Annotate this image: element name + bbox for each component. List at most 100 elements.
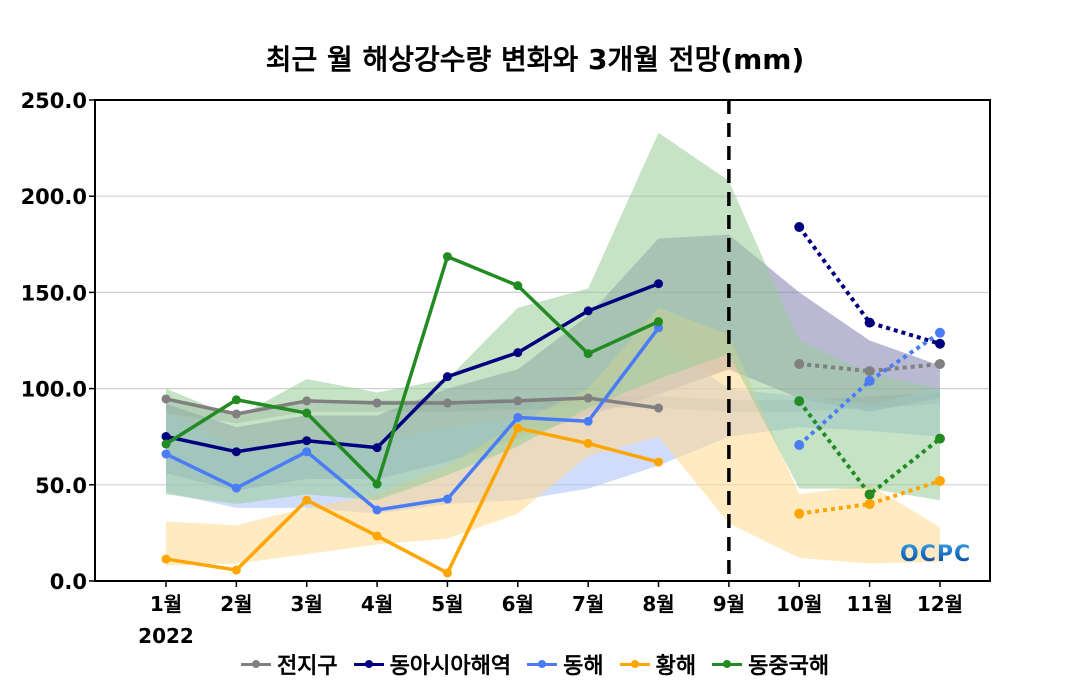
- legend: 전지구 동아시아해역 동해 황해 동중국해: [0, 648, 1070, 680]
- forecast-point: [864, 499, 875, 510]
- x-tick-label: 9월: [713, 592, 745, 616]
- observed-line: [165, 396, 659, 416]
- observed-line: [165, 254, 660, 486]
- forecast-point: [934, 327, 945, 338]
- observed-point: [654, 323, 664, 333]
- x-tick-label: 1월: [150, 592, 182, 616]
- plot-frame: [94, 99, 991, 582]
- observed-point: [372, 398, 382, 408]
- observed-line: [165, 326, 660, 512]
- observed-point: [513, 412, 523, 422]
- observed-point: [583, 416, 593, 426]
- forecast-point: [934, 475, 945, 486]
- observed-point: [372, 531, 382, 541]
- x-tick-label: 12월: [917, 592, 963, 616]
- observed-point: [513, 396, 523, 406]
- observed-point: [302, 436, 312, 446]
- observed-point: [161, 554, 171, 564]
- y-tick-label: 250.0: [21, 89, 87, 113]
- forecast-line: [797, 399, 942, 498]
- series-0: [161, 358, 945, 419]
- observed-point: [442, 494, 452, 504]
- y-tick-label: 100.0: [21, 378, 87, 402]
- legend-label: 동아시아해역: [389, 654, 512, 679]
- forecast-point: [864, 317, 875, 328]
- legend-item[interactable]: 동아시아해역: [353, 648, 512, 680]
- y-tick-label: 200.0: [21, 185, 87, 209]
- x-tick-labels: 1월 2월 3월 4월 5월 6월 7월 8월 9월 10월 11월 12월 2022: [138, 592, 963, 648]
- observed-point: [161, 449, 171, 459]
- observed-point: [161, 394, 171, 404]
- observed-point: [442, 372, 452, 382]
- forecast-point: [794, 439, 805, 450]
- legend-marker-icon: [527, 657, 558, 671]
- observed-point: [231, 447, 241, 457]
- series-lines: [161, 100, 945, 581]
- y-tick-label: 50.0: [35, 474, 87, 498]
- forecast-line: [798, 479, 941, 516]
- observed-point: [372, 479, 382, 489]
- forecast-point: [934, 433, 945, 444]
- observed-point: [583, 306, 593, 316]
- series-4: [161, 252, 945, 500]
- legend-marker-icon: [712, 657, 743, 671]
- series-2: [161, 323, 945, 515]
- series-3: [161, 423, 945, 578]
- forecast-point: [794, 396, 805, 407]
- legend-item[interactable]: 황해: [619, 648, 696, 680]
- axes: [89, 99, 991, 587]
- observed-point: [583, 393, 593, 403]
- observed-point: [513, 348, 523, 358]
- forecast-point: [934, 358, 945, 369]
- legend-label: 동해: [563, 654, 604, 679]
- observed-point: [513, 423, 523, 433]
- x-tick-label: 6월: [502, 592, 534, 616]
- observed-point: [513, 281, 523, 291]
- forecast-point: [864, 366, 875, 377]
- forecast-point: [794, 508, 805, 519]
- forecast-point: [794, 358, 805, 369]
- chart-title: 최근 월 해상강수량 변화와 3개월 전망(mm): [265, 43, 805, 76]
- observed-point: [372, 505, 382, 515]
- observed-point: [302, 396, 312, 406]
- year-label: 2022: [138, 624, 194, 648]
- observed-point: [161, 432, 171, 442]
- x-tick-label: 11월: [846, 592, 892, 616]
- y-tick-label: 0.0: [50, 570, 87, 594]
- x-tick-label: 3월: [291, 592, 323, 616]
- observed-point: [583, 438, 593, 448]
- observed-point: [583, 349, 593, 359]
- observed-point: [442, 252, 452, 262]
- legend-item[interactable]: 동중국해: [712, 648, 829, 680]
- observed-point: [654, 279, 664, 289]
- legend-item[interactable]: 전지구: [240, 648, 338, 680]
- observed-point: [654, 317, 664, 327]
- observed-point: [442, 568, 452, 578]
- observed-point: [231, 409, 241, 419]
- observed-point: [442, 398, 452, 408]
- uncertainty-bands: [166, 132, 940, 566]
- y-tick-label: 150.0: [21, 281, 87, 305]
- observed-point: [302, 408, 312, 418]
- forecast-point: [794, 221, 805, 232]
- series-1: [161, 221, 945, 457]
- x-tick-label: 4월: [361, 592, 393, 616]
- forecast-point: [864, 375, 875, 386]
- y-tick-labels: 0.0 50.0 100.0 150.0 200.0 250.0: [21, 89, 87, 594]
- observed-point: [161, 439, 171, 449]
- x-tick-label: 5월: [431, 592, 463, 616]
- legend-label: 전지구: [276, 654, 338, 679]
- x-tick-label: 8월: [642, 592, 674, 616]
- x-tick-label: 2월: [220, 592, 252, 616]
- x-tick-label: 10월: [776, 592, 822, 616]
- legend-marker-icon: [240, 657, 271, 671]
- ocpc-logo: OCPC: [900, 542, 972, 567]
- observed-point: [231, 565, 241, 575]
- observed-point: [302, 495, 312, 505]
- observed-point: [231, 395, 241, 405]
- forecast-point: [864, 489, 875, 500]
- observed-point: [654, 457, 664, 467]
- observed-point: [372, 443, 382, 453]
- legend-item[interactable]: 동해: [527, 648, 604, 680]
